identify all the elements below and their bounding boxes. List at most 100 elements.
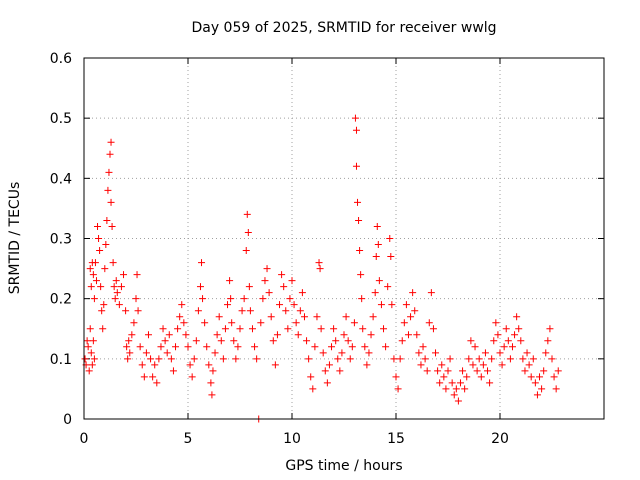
- data-point: [84, 343, 92, 351]
- data-point: [111, 295, 119, 303]
- data-point: [112, 277, 120, 285]
- data-point: [315, 259, 323, 267]
- data-point: [372, 253, 380, 261]
- data-point: [133, 271, 141, 279]
- data-point: [294, 331, 302, 339]
- data-point: [519, 355, 527, 363]
- data-point: [352, 126, 360, 134]
- data-point: [211, 349, 219, 357]
- data-point: [323, 379, 331, 387]
- data-point: [219, 355, 227, 363]
- data-point: [540, 367, 548, 375]
- data-point: [122, 307, 130, 315]
- data-point: [342, 313, 350, 321]
- data-point: [83, 337, 91, 345]
- data-point: [228, 319, 236, 327]
- data-point: [227, 295, 235, 303]
- data-point: [515, 325, 523, 333]
- data-point: [502, 325, 510, 333]
- data-point: [94, 222, 102, 230]
- data-point: [232, 355, 240, 363]
- data-point: [245, 283, 253, 291]
- data-point: [352, 162, 360, 170]
- data-point: [523, 349, 531, 357]
- data-point: [407, 313, 415, 321]
- data-point: [373, 222, 381, 230]
- data-point: [207, 379, 215, 387]
- data-point: [161, 337, 169, 345]
- data-point: [554, 367, 562, 375]
- data-point: [542, 349, 550, 357]
- data-point: [102, 241, 110, 249]
- data-point: [354, 198, 362, 206]
- data-point: [190, 355, 198, 363]
- data-point: [374, 241, 382, 249]
- data-point: [486, 379, 494, 387]
- data-point: [230, 337, 238, 345]
- data-point: [319, 349, 327, 357]
- data-point: [89, 337, 97, 345]
- data-point: [427, 289, 435, 297]
- data-point: [396, 355, 404, 363]
- data-point: [506, 355, 514, 363]
- data-point: [108, 222, 116, 230]
- data-point: [104, 186, 112, 194]
- data-point: [178, 301, 186, 309]
- data-point: [325, 361, 333, 369]
- data-point: [198, 259, 206, 267]
- data-point: [440, 373, 448, 381]
- data-point: [450, 391, 458, 399]
- data-point: [548, 355, 556, 363]
- data-point: [155, 355, 163, 363]
- data-point: [513, 313, 521, 321]
- data-point: [475, 355, 483, 363]
- data-point: [172, 343, 180, 351]
- data-point: [215, 313, 223, 321]
- data-point: [303, 337, 311, 345]
- data-point: [105, 168, 113, 176]
- data-point: [511, 331, 519, 339]
- data-point: [90, 295, 98, 303]
- data-point: [498, 361, 506, 369]
- y-tick-label: 0.3: [50, 232, 72, 248]
- data-point: [110, 283, 118, 291]
- data-point: [128, 331, 136, 339]
- data-point: [92, 277, 100, 285]
- data-point: [365, 349, 373, 357]
- data-point: [95, 235, 103, 242]
- data-point: [529, 355, 537, 363]
- data-point: [284, 325, 292, 333]
- data-point: [307, 373, 315, 381]
- data-point: [120, 271, 128, 279]
- data-point: [286, 295, 294, 303]
- data-point: [484, 367, 492, 375]
- data-point: [109, 259, 117, 267]
- data-points: [81, 114, 562, 423]
- data-point: [463, 373, 471, 381]
- data-point: [446, 355, 454, 363]
- data-point: [350, 319, 358, 327]
- data-point: [334, 355, 342, 363]
- data-point: [417, 361, 425, 369]
- data-point: [103, 216, 111, 224]
- y-tick-label: 0: [63, 412, 72, 428]
- x-tick-label: 15: [387, 431, 405, 447]
- data-point: [386, 235, 394, 242]
- data-point: [369, 313, 377, 321]
- x-tick-label: 10: [283, 431, 301, 447]
- data-point: [253, 355, 261, 363]
- data-point: [377, 301, 385, 309]
- data-point: [251, 343, 259, 351]
- data-point: [196, 283, 204, 291]
- data-point: [213, 331, 221, 339]
- data-point: [531, 379, 539, 387]
- data-point: [500, 343, 508, 351]
- data-point: [271, 361, 279, 369]
- data-point: [434, 367, 442, 375]
- x-axis-label: GPS time / hours: [285, 458, 402, 474]
- data-point: [338, 349, 346, 357]
- data-point: [454, 397, 462, 405]
- x-tick-label: 5: [184, 431, 193, 447]
- y-tick-label: 0.1: [50, 352, 72, 368]
- data-point: [413, 331, 421, 339]
